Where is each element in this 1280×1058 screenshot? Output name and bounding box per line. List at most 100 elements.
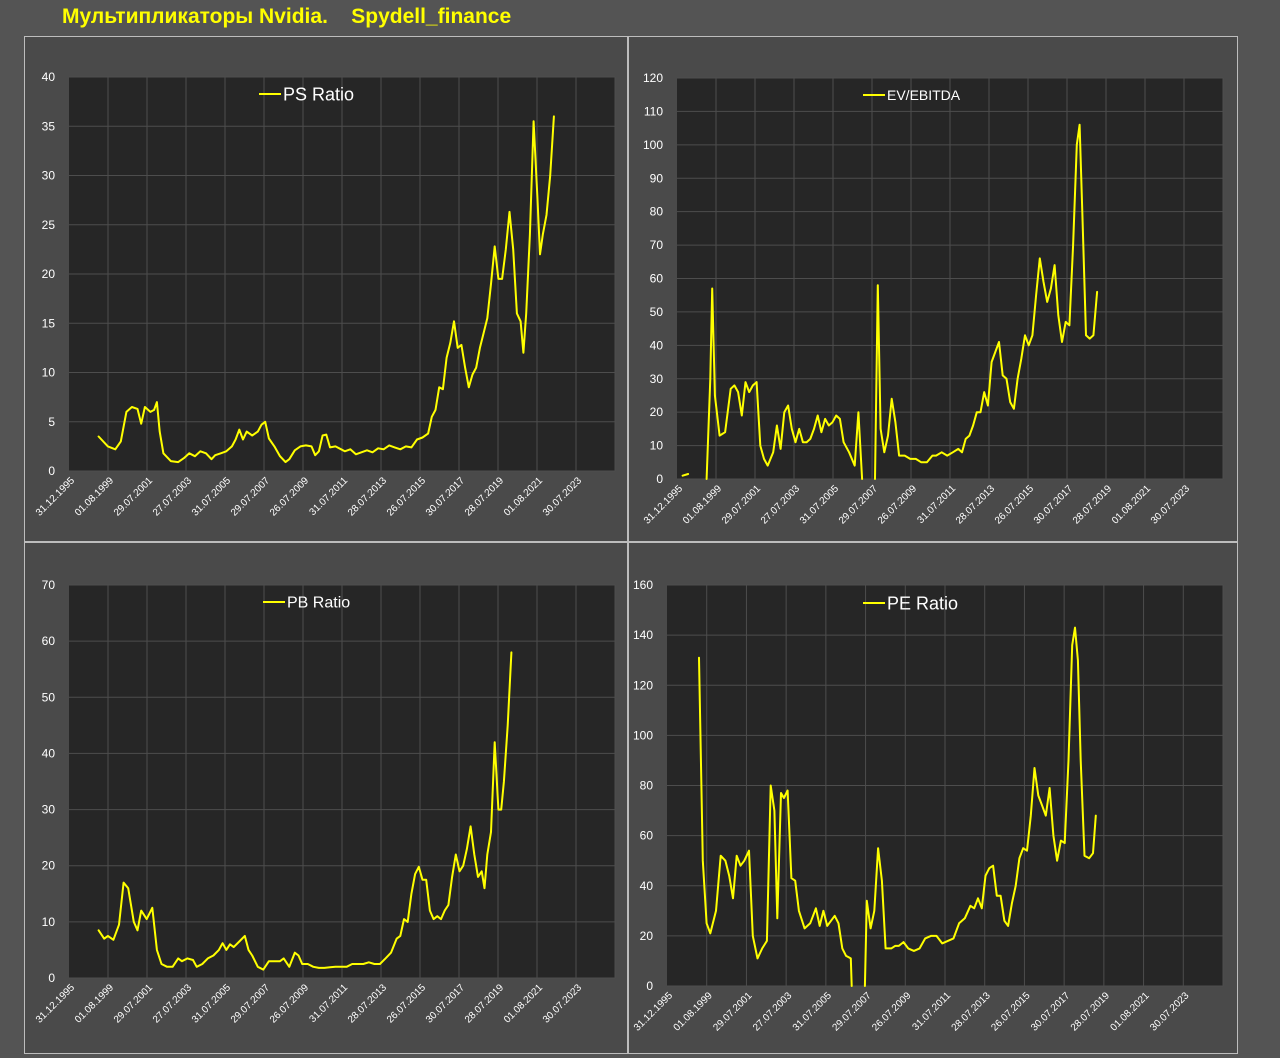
y-tick-label: 20 [650, 405, 664, 419]
x-tick-label: 31.07.2011 [915, 483, 958, 526]
y-tick-label: 100 [643, 138, 663, 152]
series-line [97, 115, 555, 464]
y-tick-label: 60 [42, 634, 56, 648]
x-tick-label: 31.12.1995 [34, 475, 77, 518]
series-line [97, 651, 513, 971]
x-tick-label: 31.12.1995 [34, 982, 77, 1025]
y-tick-label: 160 [633, 578, 653, 592]
y-tick-label: 50 [42, 690, 56, 704]
x-tick-label: 01.08.1999 [681, 483, 724, 526]
chart-panel-ps-ratio: 0 5 10 15 20 25 30 35 40 31.12.1995 01.08.1999 29.0… [24, 36, 628, 542]
y-tick-label: 40 [640, 879, 654, 893]
x-tick-label: 30.07.2017 [1029, 990, 1072, 1033]
legend-label: PB Ratio [287, 595, 350, 612]
x-tick-label: 30.07.2017 [1032, 483, 1075, 526]
y-tick-label: 60 [650, 272, 664, 286]
chart-panel-ev-ebitda: 0 10 20 30 40 50 60 70 80 90 100 110 120 31.12.1995 01… [628, 36, 1238, 542]
x-tick-label: 28.07.2019 [463, 982, 506, 1025]
x-tick-label: 30.07.2017 [424, 982, 467, 1025]
series-line [698, 626, 1097, 987]
x-tick-label: 01.08.1999 [672, 990, 715, 1033]
x-tick-label: 26.07.2015 [989, 990, 1032, 1033]
y-tick-label: 10 [42, 366, 56, 380]
x-tick-label: 28.07.2019 [1069, 990, 1112, 1033]
y-tick-label: 20 [42, 267, 56, 281]
y-tick-label: 140 [633, 628, 653, 642]
x-tick-label: 29.07.2001 [720, 483, 763, 526]
ev-ebitda-chart: 010203040506070809010011012031.12.199501… [642, 71, 1224, 527]
x-tick-label: 26.07.2015 [993, 483, 1036, 526]
y-tick-label: 20 [42, 859, 56, 873]
x-tick-label: 31.07.2011 [910, 990, 953, 1033]
x-tick-label: 29.07.2007 [837, 483, 880, 526]
x-tick-label: 29.07.2001 [711, 990, 754, 1033]
y-tick-label: 30 [650, 372, 664, 386]
x-tick-label: 28.07.2013 [950, 990, 993, 1033]
x-tick-label: 26.07.2009 [876, 483, 919, 526]
x-tick-label: 31.07.2011 [307, 475, 350, 518]
x-tick-label: 01.08.2021 [1109, 990, 1152, 1033]
x-tick-label: 27.07.2003 [759, 483, 802, 526]
y-tick-label: 70 [42, 578, 56, 592]
page-title: Мультипликаторы Nvidia. Spydell_finance [62, 5, 512, 28]
y-tick-label: 80 [640, 779, 654, 793]
y-tick-label: 0 [48, 971, 55, 985]
x-tick-label: 30.07.2023 [541, 475, 584, 518]
x-tick-label: 29.07.2007 [229, 475, 272, 518]
y-tick-label: 5 [48, 415, 55, 429]
x-tick-label: 27.07.2003 [151, 982, 194, 1025]
x-tick-label: 29.07.2001 [112, 982, 155, 1025]
x-tick-label: 01.08.2021 [502, 982, 545, 1025]
x-tick-label: 28.07.2013 [346, 475, 389, 518]
x-tick-label: 01.08.1999 [73, 982, 116, 1025]
pb-ratio-chart: 01020304050607031.12.199501.08.199929.07… [34, 578, 616, 1026]
x-tick-label: 29.07.2007 [229, 982, 272, 1025]
y-tick-label: 10 [42, 915, 56, 929]
x-tick-label: 30.07.2017 [424, 475, 467, 518]
x-tick-label: 31.07.2005 [190, 475, 233, 518]
pe-ratio-chart: 0 20 40 60 80 100 120 140 160 31.12.199501.08.199… [632, 578, 1224, 1034]
chart-panel-pe-ratio: 0 20 40 60 80 100 120 140 160 31.12.1995 01.08.199… [628, 542, 1238, 1054]
ps-ratio-chart: 051015202530354031.12.199501.08.199929.0… [34, 70, 616, 519]
y-tick-label: 40 [42, 70, 56, 84]
x-tick-label: 31.07.2005 [798, 483, 841, 526]
series-line [681, 123, 1099, 480]
x-tick-label: 30.07.2023 [1149, 483, 1192, 526]
legend-label: PS Ratio [283, 84, 354, 104]
x-tick-label: 28.07.2013 [346, 982, 389, 1025]
chart-panel-pb-ratio: 0 10 20 30 40 50 60 70 31.12.1995 01.08.1999 29.07… [24, 542, 628, 1054]
x-tick-label: 31.07.2005 [791, 990, 834, 1033]
y-tick-label: 80 [650, 205, 664, 219]
y-tick-label: 35 [42, 119, 56, 133]
y-tick-label: 25 [42, 218, 56, 232]
y-tick-label: 20 [640, 929, 654, 943]
x-tick-label: 28.07.2019 [463, 475, 506, 518]
y-tick-label: 40 [650, 338, 664, 352]
x-tick-label: 01.08.2021 [502, 475, 545, 518]
y-tick-label: 30 [42, 803, 56, 817]
x-tick-label: 28.07.2019 [1071, 483, 1114, 526]
x-tick-label: 27.07.2003 [151, 475, 194, 518]
x-tick-label: 26.07.2009 [268, 982, 311, 1025]
y-tick-label: 90 [650, 171, 664, 185]
y-tick-label: 0 [48, 464, 55, 478]
y-tick-label: 70 [650, 238, 664, 252]
x-tick-label: 31.07.2011 [307, 982, 350, 1025]
x-tick-label: 29.07.2001 [112, 475, 155, 518]
x-tick-label: 01.08.2021 [1110, 483, 1153, 526]
y-tick-label: 60 [640, 829, 654, 843]
x-tick-label: 26.07.2009 [870, 990, 913, 1033]
y-tick-label: 120 [643, 71, 663, 85]
x-tick-label: 29.07.2007 [831, 990, 874, 1033]
x-tick-label: 27.07.2003 [751, 990, 794, 1033]
x-tick-label: 26.07.2015 [385, 982, 428, 1025]
legend-label: PE Ratio [887, 593, 958, 613]
x-tick-label: 28.07.2013 [954, 483, 997, 526]
y-tick-label: 10 [650, 439, 664, 453]
x-tick-label: 26.07.2009 [268, 475, 311, 518]
x-tick-label: 31.12.1995 [642, 483, 685, 526]
legend-label: EV/EBITDA [887, 87, 961, 103]
y-tick-label: 40 [42, 746, 56, 760]
y-tick-label: 110 [644, 104, 663, 118]
x-tick-label: 31.12.1995 [632, 990, 675, 1033]
